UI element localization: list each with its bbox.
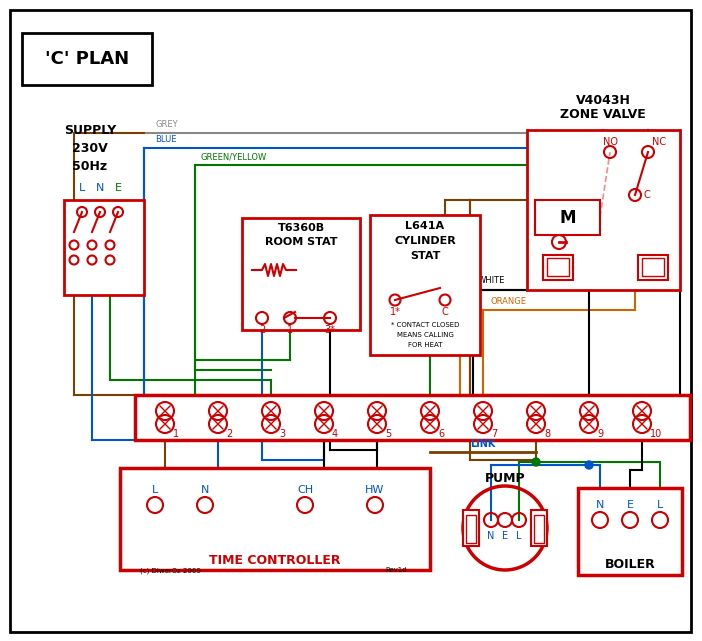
Text: GREEN/YELLOW: GREEN/YELLOW (200, 152, 266, 161)
Text: 50Hz: 50Hz (72, 160, 107, 172)
Text: L: L (516, 531, 522, 541)
FancyBboxPatch shape (543, 255, 573, 280)
Text: N: N (487, 531, 495, 541)
Text: BOILER: BOILER (604, 558, 656, 572)
FancyBboxPatch shape (642, 258, 664, 276)
Text: 9: 9 (597, 429, 603, 439)
Text: ROOM STAT: ROOM STAT (265, 237, 337, 247)
Text: TIME CONTROLLER: TIME CONTROLLER (209, 553, 340, 567)
Text: BROWN: BROWN (472, 253, 481, 287)
Text: 4: 4 (332, 429, 338, 439)
Text: LINK: LINK (470, 439, 496, 449)
Text: 1*: 1* (390, 307, 400, 317)
FancyBboxPatch shape (242, 218, 360, 330)
Text: STAT: STAT (410, 251, 440, 261)
Circle shape (532, 458, 540, 466)
Text: 2: 2 (259, 325, 265, 335)
FancyBboxPatch shape (463, 510, 479, 546)
Text: L: L (79, 183, 85, 193)
FancyBboxPatch shape (22, 33, 152, 85)
FancyBboxPatch shape (64, 200, 144, 295)
Text: L: L (657, 500, 663, 510)
FancyBboxPatch shape (120, 468, 430, 570)
Text: N: N (201, 485, 209, 495)
Text: WHITE: WHITE (478, 276, 505, 285)
Text: 6: 6 (438, 429, 444, 439)
FancyBboxPatch shape (527, 130, 680, 290)
FancyBboxPatch shape (466, 515, 476, 543)
Text: 7: 7 (491, 429, 497, 439)
Text: NC: NC (652, 137, 666, 147)
Text: PUMP: PUMP (484, 472, 525, 485)
Circle shape (585, 461, 593, 469)
Text: L: L (152, 485, 158, 495)
Text: 3: 3 (279, 429, 285, 439)
Text: * CONTACT CLOSED: * CONTACT CLOSED (391, 322, 459, 328)
Text: C: C (442, 307, 449, 317)
Text: 2: 2 (226, 429, 232, 439)
Text: M: M (559, 208, 576, 226)
Text: 1: 1 (173, 429, 179, 439)
Text: HW: HW (365, 485, 385, 495)
Text: MEANS CALLING: MEANS CALLING (397, 332, 453, 338)
FancyBboxPatch shape (10, 10, 691, 632)
FancyBboxPatch shape (547, 258, 569, 276)
Text: Rev1d: Rev1d (385, 567, 406, 573)
Text: 'C' PLAN: 'C' PLAN (45, 50, 129, 68)
Text: C: C (643, 190, 650, 200)
Text: E: E (114, 183, 121, 193)
FancyBboxPatch shape (135, 395, 690, 440)
Text: FOR HEAT: FOR HEAT (408, 342, 442, 348)
Text: 1: 1 (287, 325, 293, 335)
Text: (c) DiwerOz 2009: (c) DiwerOz 2009 (140, 567, 201, 574)
Text: ZONE VALVE: ZONE VALVE (560, 108, 646, 121)
FancyBboxPatch shape (578, 488, 682, 575)
Text: 10: 10 (650, 429, 662, 439)
Text: CH: CH (297, 485, 313, 495)
Text: BLUE: BLUE (155, 135, 176, 144)
Text: GREY: GREY (155, 120, 178, 129)
Text: NO: NO (602, 137, 618, 147)
Text: E: E (626, 500, 633, 510)
Text: 8: 8 (544, 429, 550, 439)
Text: N: N (95, 183, 104, 193)
Text: E: E (502, 531, 508, 541)
Text: V4043H: V4043H (576, 94, 630, 106)
Text: T6360B: T6360B (277, 223, 324, 233)
FancyBboxPatch shape (638, 255, 668, 280)
Text: N: N (596, 500, 604, 510)
FancyBboxPatch shape (370, 215, 480, 355)
FancyBboxPatch shape (535, 200, 600, 235)
FancyBboxPatch shape (531, 510, 547, 546)
Text: 5: 5 (385, 429, 391, 439)
Text: CYLINDER: CYLINDER (394, 236, 456, 246)
Text: ORANGE: ORANGE (490, 297, 526, 306)
Text: 230V: 230V (72, 142, 108, 154)
Text: L641A: L641A (406, 221, 444, 231)
Text: 3*: 3* (324, 325, 336, 335)
Text: SUPPLY: SUPPLY (64, 124, 116, 137)
FancyBboxPatch shape (534, 515, 544, 543)
